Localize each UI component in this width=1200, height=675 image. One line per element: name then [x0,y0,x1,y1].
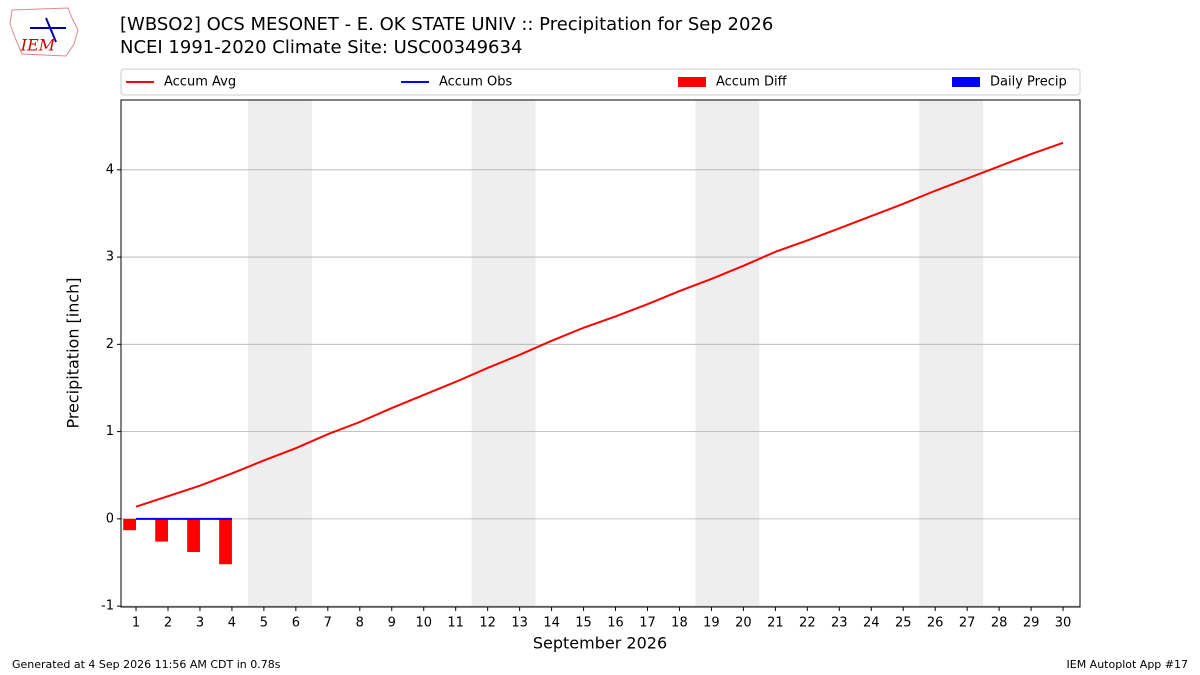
y-axis-label: Precipitation [inch] [64,277,83,428]
weekend-span [695,100,760,607]
y-tick-label: 1 [106,424,114,439]
x-tick-label: 28 [991,616,1008,631]
y-tick-label: -1 [101,599,114,614]
logo-outline [9,7,79,57]
y-tick-label: 0 [106,511,114,526]
x-tick-label: 10 [415,616,432,631]
weekend-span [471,100,536,607]
logo-text: IEM [20,36,56,55]
y-tick-label: 4 [106,162,114,177]
legend-label: Accum Avg [164,75,236,90]
x-tick-label: 9 [388,616,396,631]
x-tick-label: 11 [447,616,464,631]
x-tick-label: 6 [292,616,300,631]
bar [123,518,137,531]
weekend-span [247,100,312,607]
x-tick-label: 17 [639,616,656,631]
logo-icon [45,17,57,43]
x-tick-label: 5 [260,616,268,631]
x-tick-label: 15 [575,616,592,631]
legend-swatch [678,77,706,87]
bar [219,518,232,565]
x-tick-label: 16 [607,616,624,631]
logo: IEM [9,7,79,57]
x-tick-label: 25 [895,616,912,631]
x-tick-label: 12 [479,616,496,631]
x-tick-label: 22 [799,616,816,631]
legend-label: Daily Precip [990,75,1067,90]
x-tick-label: 14 [543,616,560,631]
x-tick-label: 29 [1023,616,1040,631]
footer-right: IEM Autoplot App #17 [1067,658,1189,671]
legend-label: Accum Diff [716,75,788,90]
x-tick-label: 27 [959,616,976,631]
plot-frame [120,99,1081,608]
x-tick-label: 18 [671,616,688,631]
x-tick-label: 1 [132,616,140,631]
x-tick-label: 2 [164,616,172,631]
y-tick-label: 2 [106,337,114,352]
x-tick-label: 24 [863,616,880,631]
legend-swatch [952,77,980,87]
series-line [135,141,1064,508]
footer-left: Generated at 4 Sep 2026 11:56 AM CDT in … [12,658,281,671]
chart-subtitle: NCEI 1991-2020 Climate Site: USC00349634 [120,37,522,58]
x-tick-label: 21 [767,616,784,631]
x-tick-label: 7 [324,616,332,631]
x-tick-label: 30 [1055,616,1072,631]
x-tick-label: 13 [511,616,528,631]
x-tick-label: 20 [735,616,752,631]
x-tick-label: 23 [831,616,848,631]
chart-title: [WBSO2] OCS MESONET - E. OK STATE UNIV :… [120,14,773,35]
legend-box [120,68,1081,96]
x-tick-label: 26 [927,616,944,631]
legend-label: Accum Obs [439,75,512,90]
x-axis-label: September 2026 [533,634,667,653]
x-tick-label: 3 [196,616,204,631]
x-tick-label: 19 [703,616,720,631]
bar [155,518,168,542]
y-tick-label: 3 [106,250,114,265]
bar [187,518,200,553]
x-tick-label: 4 [228,616,236,631]
x-tick-label: 8 [356,616,364,631]
